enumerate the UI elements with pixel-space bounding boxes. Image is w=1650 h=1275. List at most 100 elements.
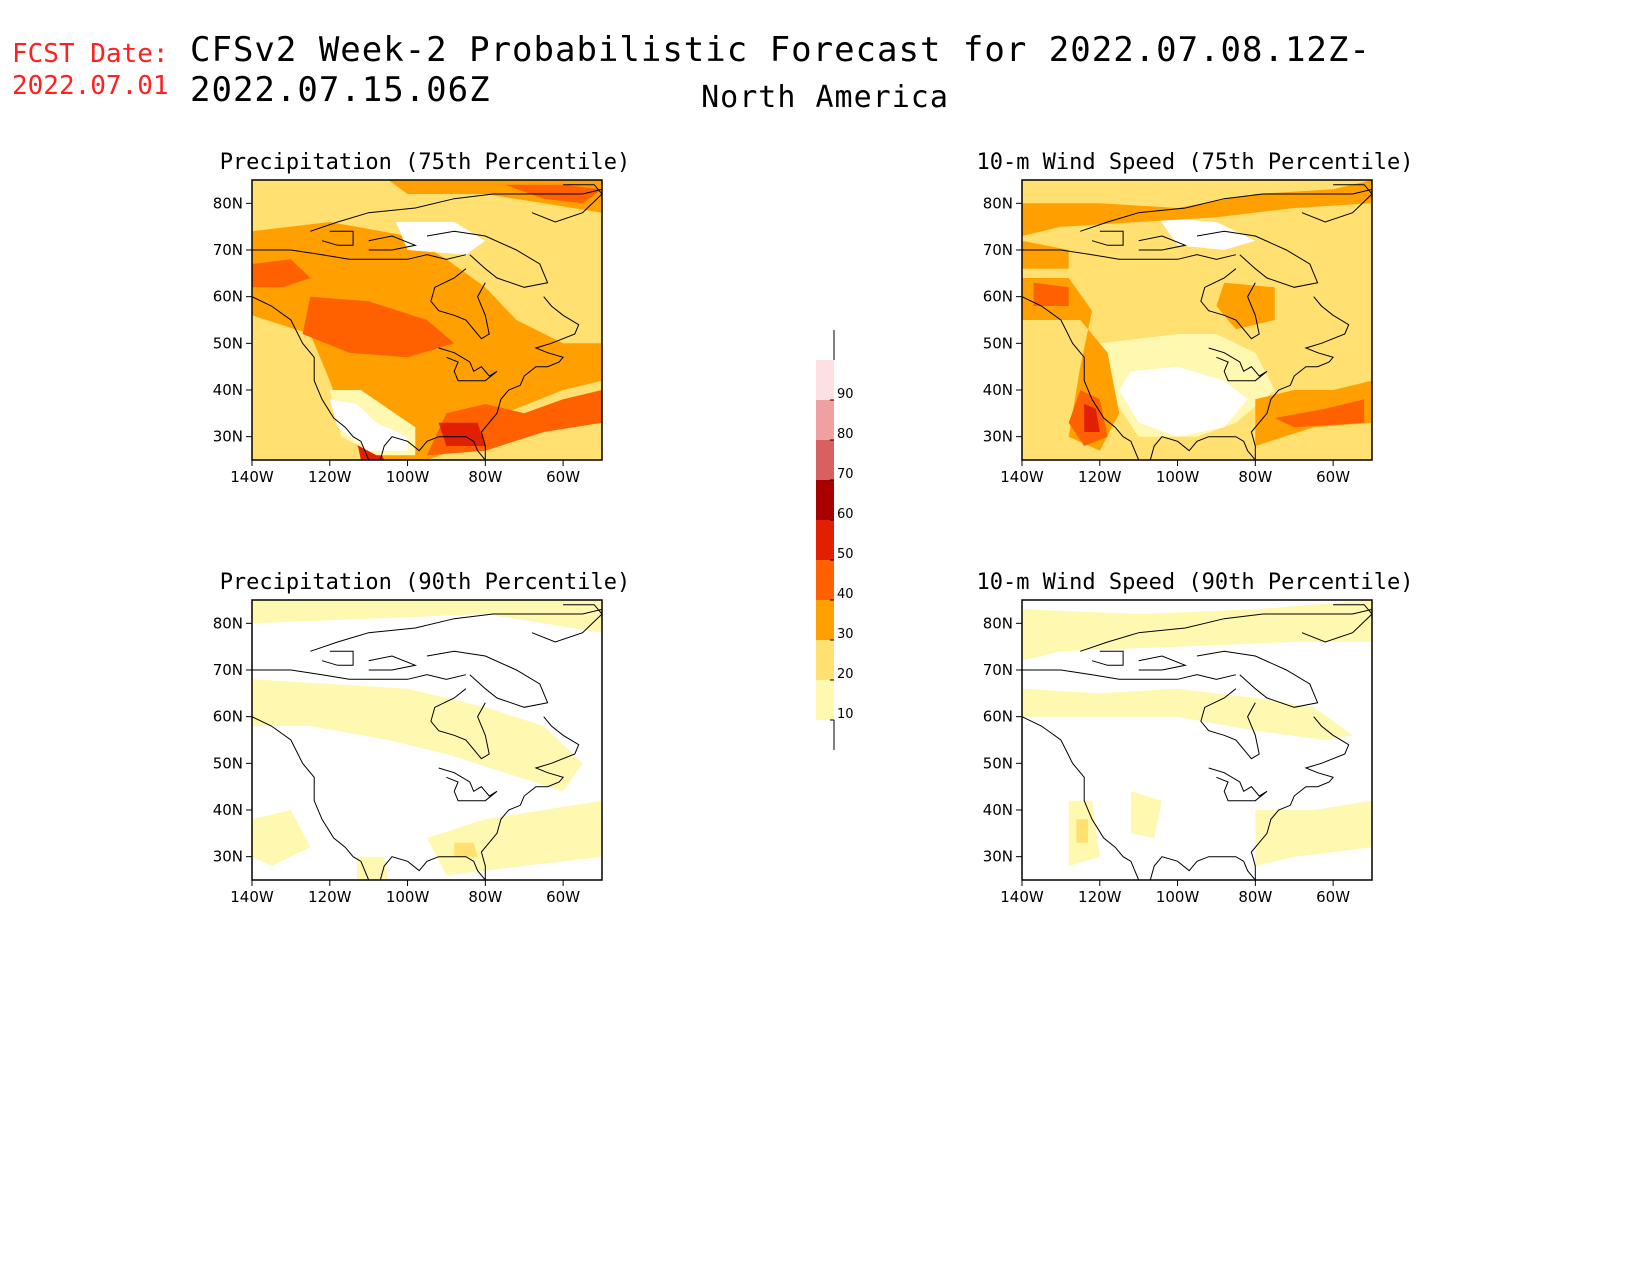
colorbar-swatch	[816, 680, 834, 720]
coastline	[1301, 184, 1372, 223]
coastline	[1080, 188, 1372, 232]
coastline	[1250, 296, 1350, 460]
shading-region	[252, 810, 311, 866]
lat-tick-label: 30N	[213, 428, 243, 446]
shading-region	[395, 222, 486, 255]
shading-layer	[1022, 180, 1372, 460]
coastline	[1200, 688, 1260, 760]
lat-tick-label: 80N	[983, 614, 1013, 632]
colorbar-swatch	[816, 400, 834, 440]
lat-tick-label: 60N	[213, 708, 243, 726]
panel-title-precip-75: Precipitation (75th Percentile)	[219, 150, 631, 175]
coastline	[252, 716, 370, 880]
lat-tick-label: 50N	[983, 754, 1013, 772]
coastline	[1208, 347, 1268, 382]
shading-region	[1076, 819, 1089, 843]
coastline	[252, 669, 467, 680]
coastline	[430, 268, 490, 340]
coastline	[1196, 650, 1319, 708]
colorbar-label: 90	[837, 387, 854, 402]
coastline-layer	[252, 184, 602, 460]
lat-tick-label: 30N	[983, 848, 1013, 866]
coastline	[1200, 268, 1260, 340]
coastline	[438, 347, 498, 382]
shading-region	[1084, 404, 1100, 432]
lat-tick-label: 70N	[983, 661, 1013, 679]
colorbar-label: 10	[837, 707, 854, 722]
shading-region	[357, 856, 389, 880]
lat-tick-label: 50N	[213, 334, 243, 352]
colorbar-label: 60	[837, 507, 854, 522]
coastline	[252, 296, 370, 460]
lon-tick-label: 140W	[230, 468, 274, 486]
lon-tick-label: 80W	[1238, 888, 1272, 906]
shading-layer	[252, 180, 602, 460]
colorbar-label: 80	[837, 427, 854, 442]
shading-region	[252, 259, 311, 288]
map-precip-75: 80N 70N 60N 50N 40N 30N 140W 120W 100W 80W 60W	[213, 179, 603, 486]
lat-tick-label: 80N	[213, 194, 243, 212]
map-frame	[1021, 599, 1373, 881]
panel-wind-90: 10-m Wind Speed (90th Percentile) 80N 70N…	[970, 570, 1420, 940]
forecast-date-label: FCST Date:	[12, 39, 169, 69]
shading-region	[1022, 600, 1372, 661]
lat-tick-label: 40N	[213, 801, 243, 819]
coastline	[368, 235, 418, 251]
colorbar-label: 20	[837, 667, 854, 682]
coastline	[1022, 296, 1140, 460]
lat-tick-label: 50N	[983, 334, 1013, 352]
panel-precip-75: Precipitation (75th Percentile) 80N 70N 60…	[200, 150, 650, 520]
colorbar-swatch	[816, 360, 834, 400]
colorbar-label: 70	[837, 467, 854, 482]
map-precip-90: 80N 70N 60N 50N 40N 30N 140W 120W 100W 80W 60W	[213, 599, 603, 906]
coastline	[1196, 230, 1319, 288]
shading-region	[302, 296, 455, 358]
lon-tick-label: 140W	[230, 888, 274, 906]
lat-tick-label: 40N	[983, 381, 1013, 399]
coastline	[480, 296, 580, 460]
coastline	[1022, 716, 1140, 880]
colorbar-swatch	[816, 640, 834, 680]
coastline	[1149, 856, 1256, 880]
colorbar-swatch	[816, 560, 834, 600]
shading-region	[1033, 282, 1069, 306]
shading-region	[252, 600, 602, 633]
colorbar-swatch	[816, 520, 834, 560]
lat-tick-label: 80N	[213, 614, 243, 632]
coastline	[531, 604, 602, 643]
lon-tick-label: 120W	[1078, 468, 1122, 486]
panel-wind-75: 10-m Wind Speed (75th Percentile) 80N 70N…	[970, 150, 1420, 520]
shading-region	[1130, 791, 1162, 838]
lon-tick-label: 120W	[308, 468, 352, 486]
colorbar-label: 30	[837, 627, 854, 642]
panel-title-wind-90: 10-m Wind Speed (90th Percentile)	[976, 570, 1414, 595]
lon-tick-label: 80W	[1238, 468, 1272, 486]
map-frame	[1021, 179, 1373, 461]
coastline	[426, 230, 549, 288]
coastline	[1138, 235, 1188, 251]
shading-region	[438, 422, 486, 446]
colorbar-swatch	[816, 480, 834, 520]
coastline	[426, 650, 549, 708]
panel-precip-90: Precipitation (90th Percentile) 80N 70N 60…	[200, 570, 650, 940]
coastline-layer	[1022, 604, 1372, 880]
forecast-date-block: FCST Date: 2022.07.01	[12, 38, 169, 102]
shading-region	[1158, 217, 1256, 250]
lon-tick-label: 60W	[546, 468, 580, 486]
lon-tick-label: 60W	[546, 888, 580, 906]
lon-tick-label: 60W	[1316, 468, 1350, 486]
lat-tick-label: 70N	[213, 241, 243, 259]
forecast-date-value: 2022.07.01	[12, 71, 169, 101]
panel-title-precip-90: Precipitation (90th Percentile)	[219, 570, 631, 595]
lat-tick-label: 80N	[983, 194, 1013, 212]
page-title: CFSv2 Week-2 Probabilistic Forecast for …	[190, 30, 1371, 110]
coastline	[379, 436, 486, 460]
coastline	[430, 688, 490, 760]
lon-tick-label: 100W	[1156, 468, 1200, 486]
lon-tick-label: 140W	[1000, 888, 1044, 906]
coastline	[1091, 230, 1124, 246]
lat-tick-label: 70N	[213, 661, 243, 679]
shading-region	[1022, 240, 1069, 269]
coastline	[1080, 608, 1372, 652]
colorbar: 90 80 70 60 50 40 30 20 10	[816, 330, 854, 750]
